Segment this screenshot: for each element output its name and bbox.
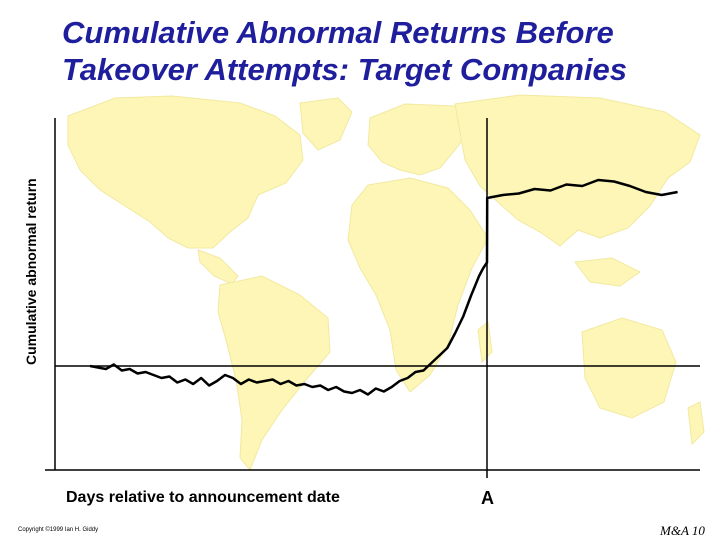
central-america-shape: [197, 249, 239, 285]
madagascar-shape: [477, 321, 493, 364]
africa-shape: [347, 177, 489, 393]
series-line-car: [89, 178, 678, 396]
x-axis-label: Days relative to announcement date: [66, 489, 340, 506]
world-map-background: [67, 94, 705, 471]
southeast-asia-shape: [574, 257, 641, 287]
page-reference: M&A 10: [660, 523, 705, 538]
asia-shape: [454, 94, 701, 247]
europe-shape: [367, 103, 471, 176]
chart-title-line-1: Cumulative Abnormal Returns Before: [62, 15, 614, 50]
australia-shape: [581, 317, 677, 419]
greenland-shape: [299, 97, 353, 151]
south-america-shape: [217, 275, 331, 471]
y-axis-label: Cumulative abnormal return: [23, 178, 39, 365]
copyright-text: Copyright ©1999 Ian H. Giddy: [18, 527, 99, 533]
chart-title: Cumulative Abnormal Returns Before Takeo…: [62, 14, 712, 88]
announcement-tick-label: A: [481, 488, 494, 508]
chart-title-line-2: Takeover Attempts: Target Companies: [62, 52, 628, 87]
new-zealand-shape: [687, 401, 705, 446]
north-america-shape: [67, 95, 304, 249]
